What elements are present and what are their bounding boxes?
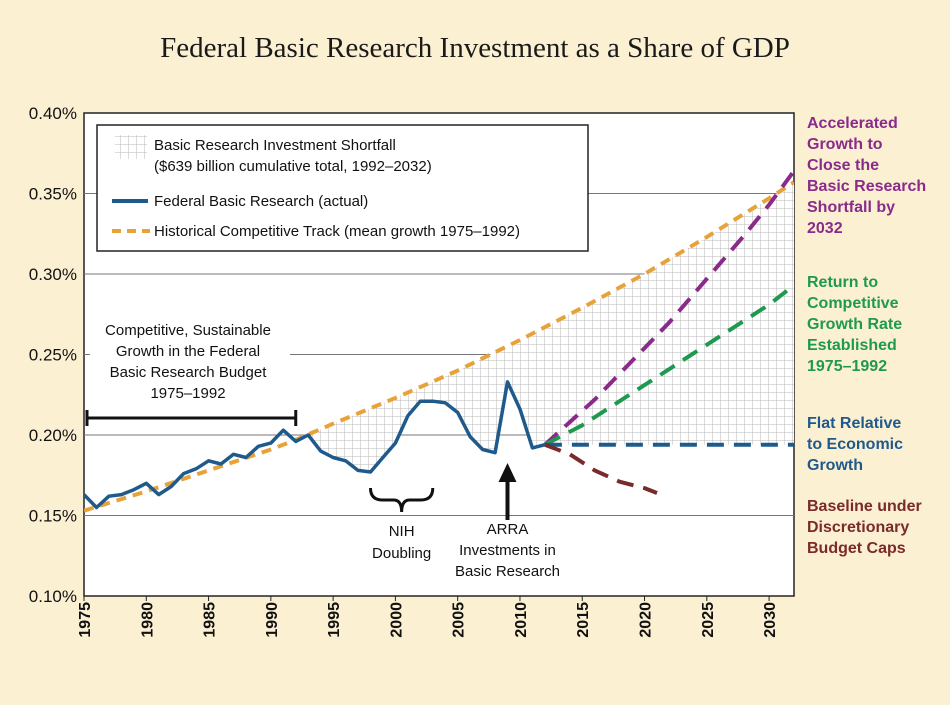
side-label-accelerated-2: Growth to	[807, 136, 883, 153]
series-layer	[84, 169, 794, 513]
legend-box	[96, 124, 589, 252]
side-label-flat-1: Flat Relative	[807, 415, 901, 432]
side-label-accelerated-5: Shortfall by	[807, 199, 895, 216]
y-tick-label: 0.20%	[29, 426, 77, 445]
side-label-return-1: Return to	[807, 274, 878, 291]
baseline-line	[544, 442, 658, 495]
annotation-competitive-bg	[90, 318, 290, 404]
legend-label-shortfall-2: ($639 billion cumulative total, 1992–203…	[154, 158, 432, 175]
x-tick-label: 1985	[202, 602, 219, 638]
side-label-accelerated: Accelerated Growth to Close the Basic Re…	[807, 115, 926, 237]
side-label-accelerated-4: Basic Research	[807, 178, 926, 195]
x-axis: 1975 1980 1985 1990 1995 2000 2005 2010 2015 2020…	[77, 596, 779, 638]
x-tick-label: 1995	[326, 602, 343, 638]
x-tick-label: 2030	[762, 602, 779, 638]
annotation-competitive-line-1: Competitive, Sustainable	[105, 322, 271, 339]
accelerated-line	[543, 169, 794, 447]
nih-brace	[368, 487, 435, 513]
side-label-accelerated-1: Accelerated	[807, 115, 898, 132]
legend-swatch-shortfall	[115, 135, 147, 159]
annotation-arra-line-1: ARRA	[487, 521, 529, 538]
side-label-return: Return to Competitive Growth Rate Establ…	[807, 274, 902, 375]
chart-title: Federal Basic Research Investment as a S…	[160, 32, 790, 64]
side-label-return-3: Growth Rate	[807, 316, 902, 333]
annotation-nih-line-1: NIH	[389, 523, 415, 540]
side-label-baseline-1: Baseline under	[807, 498, 922, 515]
x-tick-label: 2000	[388, 602, 405, 638]
y-axis: 0.10% 0.15% 0.20% 0.25% 0.30% 0.35% 0.40%	[29, 104, 77, 606]
side-label-flat-2: to Economic	[807, 436, 903, 453]
y-tick-label: 0.25%	[29, 346, 77, 365]
x-tick-label: 1975	[77, 602, 94, 638]
legend: Basic Research Investment Shortfall ($63…	[96, 124, 589, 252]
y-tick-label: 0.10%	[29, 587, 77, 606]
historical-track-line	[84, 180, 794, 513]
side-label-return-2: Competitive	[807, 295, 899, 312]
annotation-competitive-line-4: 1975–1992	[150, 385, 225, 402]
y-tick-label: 0.40%	[29, 104, 77, 123]
x-tick-label: 1990	[264, 602, 281, 638]
annotation-competitive-line-2: Growth in the Federal	[116, 343, 260, 360]
actual-line	[84, 380, 546, 510]
competitive-bracket	[85, 410, 298, 426]
side-label-return-5: 1975–1992	[807, 358, 887, 375]
y-tick-label: 0.30%	[29, 265, 77, 284]
arra-arrow-head	[498, 463, 517, 482]
return-line	[543, 283, 794, 447]
side-label-baseline-3: Budget Caps	[807, 540, 906, 557]
side-label-flat: Flat Relative to Economic Growth	[807, 415, 903, 474]
x-tick-label: 2025	[700, 602, 717, 638]
side-label-accelerated-3: Close the	[807, 157, 879, 174]
x-tick-label: 1980	[139, 602, 156, 638]
y-tick-label: 0.35%	[29, 185, 77, 204]
legend-label-shortfall-1: Basic Research Investment Shortfall	[154, 137, 396, 154]
legend-label-actual: Federal Basic Research (actual)	[154, 193, 368, 210]
annotation-arra: ARRA Investments in Basic Research	[455, 463, 560, 580]
side-label-baseline: Baseline under Discretionary Budget Caps	[807, 498, 922, 557]
annotation-competitive-line-3: Basic Research Budget	[110, 364, 268, 381]
annotation-nih-line-2: Doubling	[372, 545, 431, 562]
annotation-arra-line-3: Basic Research	[455, 563, 560, 580]
annotation-competitive: Competitive, Sustainable Growth in the F…	[85, 318, 298, 426]
side-label-flat-3: Growth	[807, 457, 863, 474]
legend-label-historical: Historical Competitive Track (mean growt…	[154, 223, 520, 240]
x-tick-label: 2015	[575, 602, 592, 638]
x-tick-label: 2020	[638, 602, 655, 638]
side-label-accelerated-6: 2032	[807, 220, 843, 237]
x-tick-label: 2010	[513, 602, 530, 638]
annotation-nih: NIH Doubling	[368, 487, 435, 562]
side-label-baseline-2: Discretionary	[807, 519, 909, 536]
annotation-arra-line-2: Investments in	[459, 542, 556, 559]
side-label-return-4: Established	[807, 337, 897, 354]
y-tick-label: 0.15%	[29, 507, 77, 526]
x-tick-label: 2005	[451, 602, 468, 638]
